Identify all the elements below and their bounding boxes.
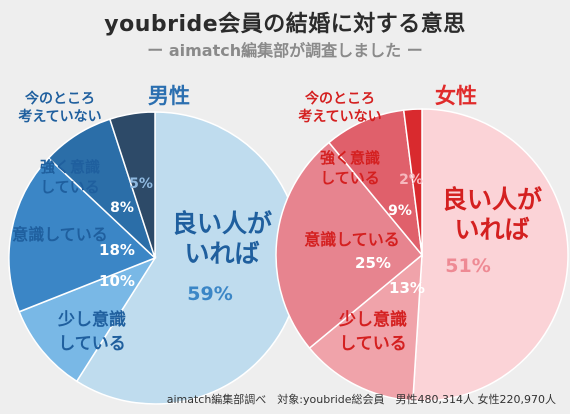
female-pie-slice: [275, 141, 424, 350]
female-pie-slice: [402, 108, 423, 256]
slice-category-label: 良い人がいれば: [442, 185, 542, 244]
male-series-title: 男性: [148, 84, 190, 108]
slice-percent-label: 2%: [399, 172, 423, 188]
slice-category-label: 意識している: [12, 225, 108, 244]
slice-category-label: 意識している: [304, 230, 400, 249]
slice-percent-label: 59%: [187, 283, 232, 305]
male-pie-slice: [18, 256, 157, 383]
slice-percent-label: 8%: [110, 200, 134, 216]
slice-category-label: 強く意識している: [320, 149, 380, 187]
male-pie-slice: [8, 156, 157, 313]
female-pie-slice: [327, 109, 424, 258]
slice-percent-label: 13%: [389, 279, 425, 297]
male-pie-slice: [108, 111, 156, 259]
female-series-title: 女性: [435, 84, 477, 108]
slice-percent-label: 25%: [355, 254, 391, 272]
slice-percent-label: 18%: [99, 241, 135, 259]
slice-percent-label: 51%: [445, 255, 490, 277]
slice-category-label: 強く意識している: [40, 158, 100, 196]
source-note: aimatch編集部調べ 対象:youbride総会員 男性480,314人 女…: [166, 393, 556, 406]
slice-percent-label: 5%: [129, 176, 153, 192]
slice-percent-label: 10%: [99, 272, 135, 290]
chart-subtitle: ー aimatch編集部が調査しました ー: [147, 41, 423, 60]
female-pie-slice: [308, 253, 423, 402]
slice-category-label: 良い人がいれば: [172, 209, 272, 268]
chart-title: youbride会員の結婚に対する意思: [104, 12, 466, 37]
slice-category-label: 今のところ考えていない: [18, 90, 101, 125]
slice-category-label: 少し意識している: [57, 309, 126, 354]
slice-category-label: 今のところ考えていない: [298, 90, 381, 125]
slice-category-label: 少し意識している: [338, 309, 407, 354]
slice-percent-label: 9%: [388, 203, 412, 219]
female-pie-slice: [412, 108, 569, 402]
